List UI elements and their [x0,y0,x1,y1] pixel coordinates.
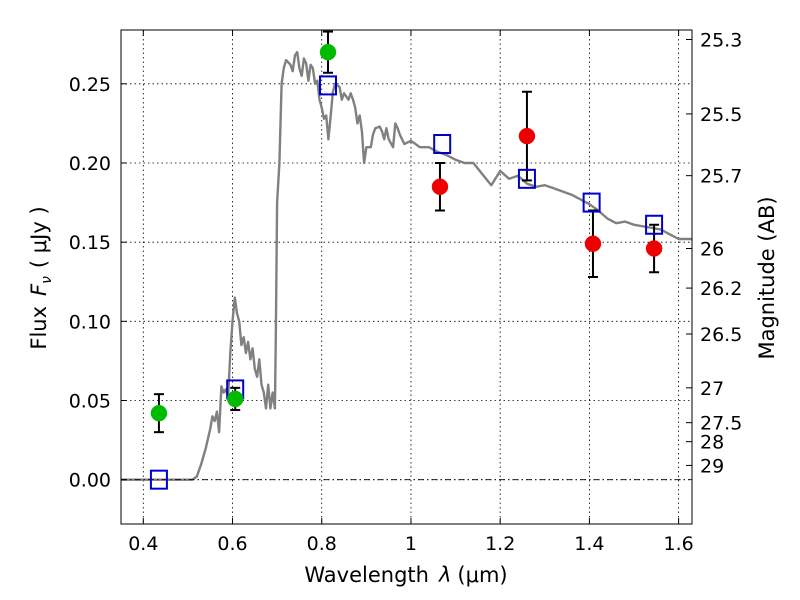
y2-tick-label: 29 [700,455,724,477]
y2-tick-label: 25.3 [700,30,742,52]
y-axis-title-subscript: ν [39,276,55,284]
observed-flux-point [518,127,536,145]
x-axis-title-symbol: λ [438,563,451,587]
x-tick-label: 1.2 [485,533,515,555]
y-axis-title-symbol: F [27,283,51,296]
x-tick-label: 0.8 [307,533,337,555]
y-axis-title: Flux Fν ( μJy ) [27,206,55,349]
observed-flux-point [150,404,168,422]
y2-tick-label: 26.2 [700,278,742,300]
error-bars [153,30,660,434]
x-axis-title-unit: (μm) [457,563,507,587]
y2-tick-label: 27 [700,378,724,400]
model-flux-square [318,75,337,96]
y2-tick-label: 26.5 [700,324,742,346]
observed-flux-point [319,43,337,61]
y-tick-label: 0.10 [69,311,111,333]
y2-tick-label: 26 [700,239,724,261]
model-flux-square [582,192,601,213]
x-tick-label: 1.4 [574,533,604,555]
model-flux-square [517,168,536,189]
model-flux-square [149,469,168,490]
y-tick-label: 0.25 [69,74,111,96]
spectrum-line [121,51,692,481]
y2-tick-label: 25.5 [700,104,742,126]
model-flux-square [645,214,664,235]
plot-frame [120,29,693,525]
y-axis-title-prefix: Flux [27,306,51,350]
y-tick-label: 0.20 [69,153,111,175]
x-tick-label: 0.4 [128,533,158,555]
y2-tick-label: 28 [700,432,724,454]
observed-flux-point [645,240,663,257]
markers [149,43,664,490]
y2-tick-label: 25.7 [700,166,742,188]
plot-area [121,30,692,490]
x-tick-label: 1 [405,533,417,555]
y2-axis-title: Magnitude (AB) [755,196,779,359]
spectrum-series [121,51,692,481]
axis-ticks [121,30,692,524]
y-tick-labels: 0.00 0.05 0.10 0.15 0.20 0.25 [69,74,111,492]
y-tick-label: 0.00 [69,470,111,492]
grid [121,30,692,524]
model-flux-square [433,134,452,154]
x-axis-title: Wavelength λ (μm) [304,563,507,587]
observed-flux-point [226,390,244,408]
y-tick-label: 0.15 [69,232,111,254]
x-axis-title-prefix: Wavelength [304,563,429,587]
y-axis-title-unit: ( μJy ) [27,206,51,268]
observed-flux-point [431,178,449,195]
x-tick-label: 1.6 [664,533,694,555]
y-tick-label: 0.05 [69,391,111,413]
y2-tick-label: 27.5 [700,413,742,435]
x-tick-label: 0.6 [217,533,247,555]
x-tick-labels: 0.4 0.6 0.8 1 1.2 1.4 1.6 [128,533,694,555]
observed-flux-point [584,235,602,252]
